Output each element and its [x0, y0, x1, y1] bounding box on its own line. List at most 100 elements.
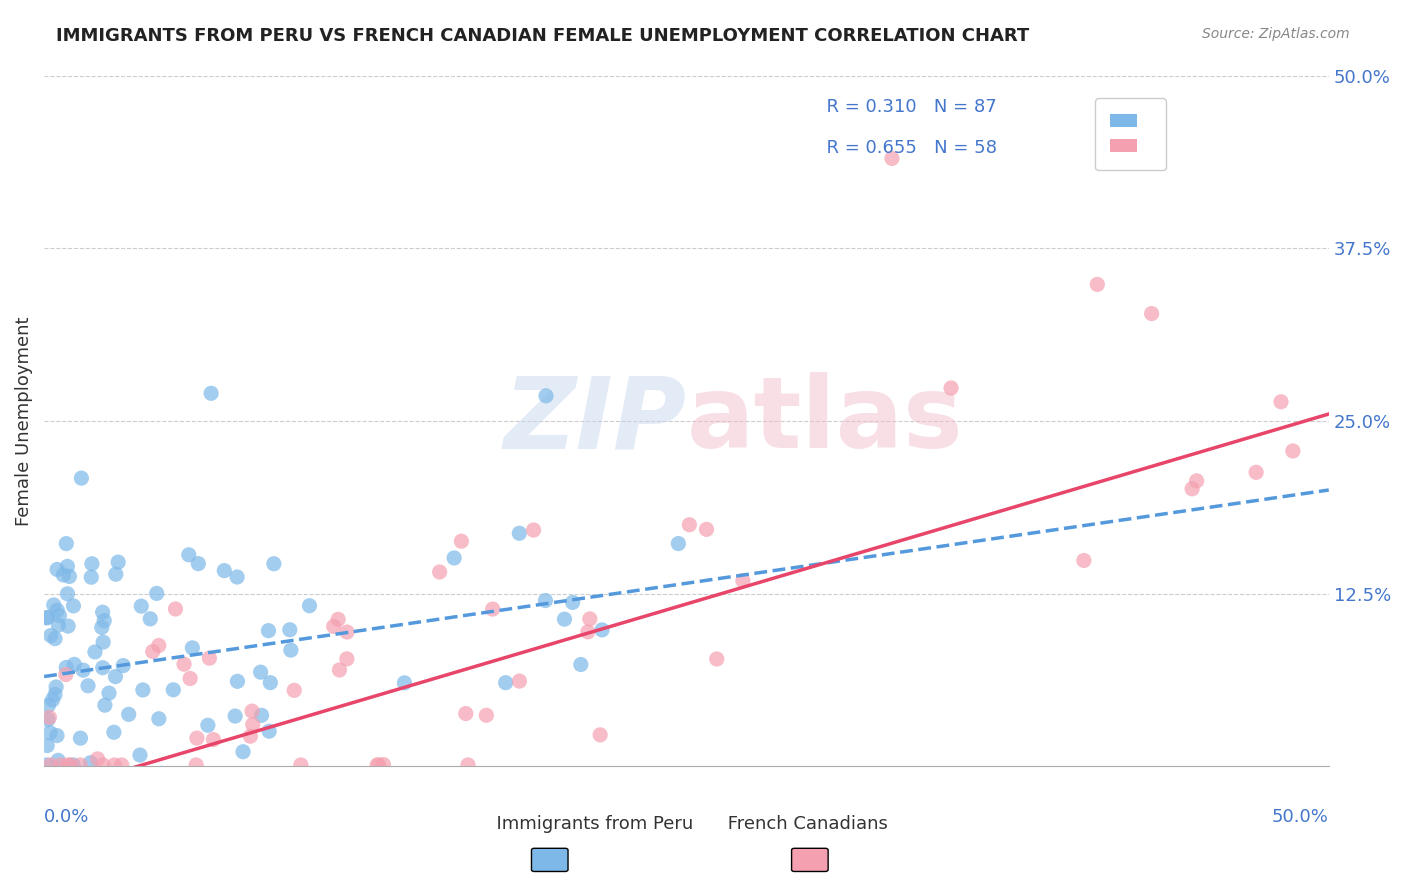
- Point: [145, 586, 167, 600]
- Point: [187, 557, 209, 571]
- Point: [880, 152, 903, 166]
- Point: [591, 623, 613, 637]
- Point: [226, 674, 249, 689]
- Point: [706, 652, 728, 666]
- Point: [103, 758, 125, 772]
- Point: [240, 704, 263, 718]
- Text: IMMIGRANTS FROM PERU VS FRENCH CANADIAN FEMALE UNEMPLOYMENT CORRELATION CHART: IMMIGRANTS FROM PERU VS FRENCH CANADIAN …: [56, 27, 1029, 45]
- Point: [394, 676, 416, 690]
- Point: [1185, 474, 1208, 488]
- Point: [91, 635, 114, 649]
- Text: R = 0.655   N = 58: R = 0.655 N = 58: [815, 139, 997, 157]
- Point: [112, 658, 135, 673]
- Point: [62, 758, 84, 772]
- Point: [1073, 553, 1095, 567]
- Point: [181, 640, 204, 655]
- Text: 50.0%: 50.0%: [1272, 808, 1329, 826]
- Point: [44, 688, 66, 702]
- Point: [373, 757, 395, 772]
- Point: [77, 679, 100, 693]
- Point: [103, 725, 125, 739]
- Point: [508, 526, 530, 541]
- Point: [37, 713, 59, 727]
- Point: [731, 574, 754, 588]
- Point: [59, 758, 82, 772]
- Point: [91, 605, 114, 619]
- Point: [55, 667, 77, 681]
- Point: [250, 708, 273, 723]
- Point: [534, 389, 557, 403]
- Point: [939, 381, 962, 395]
- Point: [1140, 307, 1163, 321]
- Point: [1244, 466, 1267, 480]
- Point: [553, 612, 575, 626]
- Point: [35, 758, 58, 772]
- Point: [257, 624, 280, 638]
- Text: atlas: atlas: [686, 373, 963, 469]
- Point: [475, 708, 498, 723]
- Point: [80, 570, 103, 584]
- Point: [84, 645, 107, 659]
- Point: [90, 620, 112, 634]
- Point: [259, 675, 281, 690]
- Point: [35, 610, 58, 624]
- Point: [666, 536, 689, 550]
- Point: [37, 739, 59, 753]
- Point: [589, 728, 612, 742]
- Point: [142, 644, 165, 658]
- Point: [179, 672, 201, 686]
- Point: [239, 729, 262, 743]
- Point: [39, 629, 62, 643]
- Point: [46, 603, 69, 617]
- Point: [48, 618, 70, 632]
- Point: [139, 612, 162, 626]
- Text: R = 0.310   N = 87: R = 0.310 N = 87: [815, 97, 997, 116]
- Legend: , : ,: [1095, 98, 1166, 170]
- Point: [49, 758, 72, 772]
- Point: [69, 758, 91, 772]
- Point: [232, 745, 254, 759]
- Point: [576, 624, 599, 639]
- Point: [86, 752, 108, 766]
- Point: [56, 758, 79, 772]
- Point: [336, 625, 359, 640]
- Point: [107, 555, 129, 569]
- Point: [1085, 277, 1108, 292]
- Point: [44, 632, 66, 646]
- Point: [58, 569, 80, 583]
- Point: [93, 614, 115, 628]
- Point: [91, 661, 114, 675]
- Point: [200, 386, 222, 401]
- Point: [457, 758, 479, 772]
- Point: [148, 712, 170, 726]
- Point: [1282, 444, 1305, 458]
- Point: [98, 686, 121, 700]
- Text: Source: ZipAtlas.com: Source: ZipAtlas.com: [1202, 27, 1350, 41]
- Point: [366, 758, 388, 772]
- Point: [48, 608, 70, 623]
- Point: [443, 550, 465, 565]
- Point: [202, 732, 225, 747]
- Point: [198, 651, 221, 665]
- Point: [336, 652, 359, 666]
- Point: [186, 731, 208, 745]
- Point: [1181, 482, 1204, 496]
- Point: [111, 758, 134, 772]
- Point: [46, 729, 69, 743]
- Point: [328, 663, 350, 677]
- Text: Immigrants from Peru      French Canadians: Immigrants from Peru French Canadians: [485, 814, 887, 832]
- Point: [104, 567, 127, 582]
- Point: [290, 758, 312, 772]
- Point: [278, 623, 301, 637]
- Y-axis label: Female Unemployment: Female Unemployment: [15, 316, 32, 525]
- Point: [52, 568, 75, 582]
- Point: [70, 471, 93, 485]
- Point: [56, 587, 79, 601]
- Point: [46, 562, 69, 576]
- Point: [280, 643, 302, 657]
- Point: [569, 657, 592, 672]
- Point: [129, 747, 152, 762]
- Point: [55, 536, 77, 550]
- Point: [42, 598, 65, 612]
- Text: ZIP: ZIP: [503, 373, 686, 469]
